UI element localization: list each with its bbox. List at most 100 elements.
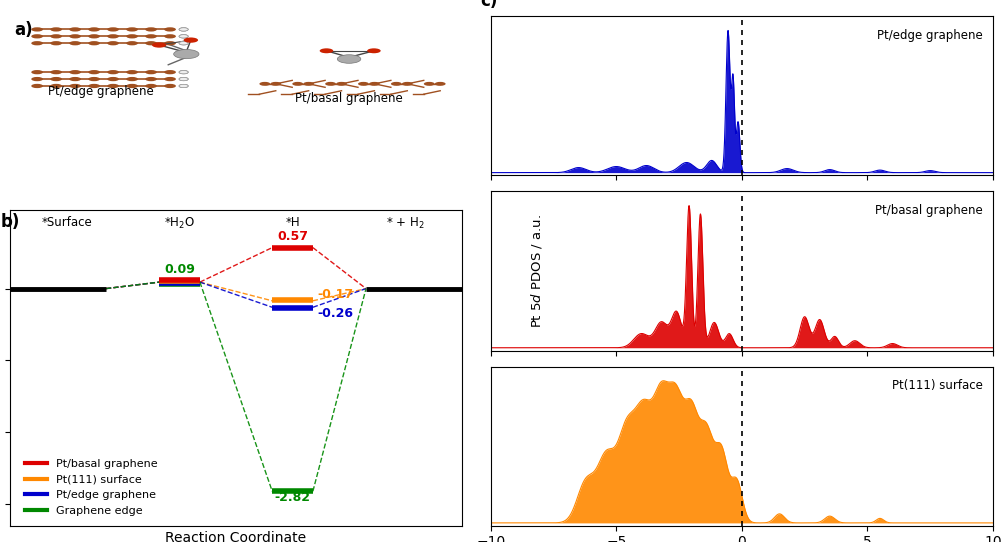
Circle shape: [50, 77, 62, 81]
Circle shape: [179, 85, 188, 88]
Text: -2.82: -2.82: [275, 491, 311, 504]
Circle shape: [107, 84, 119, 88]
Text: Pt(111) surface: Pt(111) surface: [891, 379, 982, 392]
Circle shape: [179, 78, 188, 81]
Text: c): c): [480, 0, 498, 10]
Text: *H$_2$O: *H$_2$O: [164, 216, 194, 231]
Circle shape: [179, 35, 188, 38]
Circle shape: [126, 84, 138, 88]
Circle shape: [179, 42, 188, 45]
Text: -0.26: -0.26: [317, 307, 353, 320]
Circle shape: [31, 70, 43, 74]
Circle shape: [69, 27, 81, 31]
Circle shape: [164, 77, 175, 81]
Text: Pt $5d$ PDOS / a.u.: Pt $5d$ PDOS / a.u.: [529, 214, 543, 328]
Circle shape: [179, 70, 188, 74]
Circle shape: [320, 48, 333, 53]
Circle shape: [434, 82, 445, 86]
Circle shape: [88, 41, 100, 46]
Circle shape: [31, 27, 43, 31]
Circle shape: [179, 35, 188, 38]
Circle shape: [126, 27, 138, 31]
Circle shape: [145, 41, 156, 46]
Circle shape: [179, 28, 188, 31]
Circle shape: [179, 70, 188, 74]
Circle shape: [424, 82, 434, 86]
Circle shape: [369, 82, 380, 86]
Circle shape: [88, 70, 100, 74]
Circle shape: [145, 70, 156, 74]
Circle shape: [69, 70, 81, 74]
Circle shape: [179, 78, 188, 81]
Circle shape: [152, 42, 166, 48]
Circle shape: [164, 41, 175, 46]
Circle shape: [50, 70, 62, 74]
Circle shape: [126, 34, 138, 38]
Circle shape: [179, 85, 188, 88]
Circle shape: [50, 34, 62, 38]
Text: Pt/basal graphene: Pt/basal graphene: [875, 204, 982, 217]
Circle shape: [179, 35, 188, 38]
Text: a): a): [15, 21, 33, 39]
Text: Pt/edge graphene: Pt/edge graphene: [877, 29, 982, 42]
Circle shape: [69, 34, 81, 38]
Circle shape: [31, 34, 43, 38]
Circle shape: [107, 77, 119, 81]
Circle shape: [173, 49, 198, 59]
Text: -0.17: -0.17: [317, 288, 353, 301]
Circle shape: [164, 70, 175, 74]
Circle shape: [107, 27, 119, 31]
Circle shape: [336, 82, 347, 86]
Circle shape: [145, 84, 156, 88]
Circle shape: [145, 34, 156, 38]
Circle shape: [358, 82, 369, 86]
Circle shape: [50, 27, 62, 31]
Circle shape: [31, 84, 43, 88]
Circle shape: [107, 41, 119, 46]
Text: *H: *H: [285, 216, 300, 229]
Circle shape: [391, 82, 402, 86]
Circle shape: [31, 41, 43, 46]
Text: 0.57: 0.57: [277, 230, 308, 243]
Circle shape: [107, 70, 119, 74]
Circle shape: [88, 34, 100, 38]
Circle shape: [69, 84, 81, 88]
X-axis label: Reaction Coordinate: Reaction Coordinate: [165, 531, 307, 542]
Circle shape: [126, 70, 138, 74]
Circle shape: [303, 82, 314, 86]
Circle shape: [164, 27, 175, 31]
Circle shape: [179, 85, 188, 88]
Text: Pt/edge graphene: Pt/edge graphene: [47, 85, 153, 98]
Circle shape: [126, 41, 138, 46]
Circle shape: [164, 84, 175, 88]
Circle shape: [367, 48, 381, 53]
Circle shape: [31, 77, 43, 81]
Circle shape: [88, 27, 100, 31]
Circle shape: [69, 77, 81, 81]
Circle shape: [69, 41, 81, 46]
Circle shape: [402, 82, 413, 86]
Circle shape: [179, 28, 188, 31]
Text: 0.09: 0.09: [164, 263, 194, 276]
Circle shape: [271, 82, 281, 86]
Circle shape: [126, 77, 138, 81]
Circle shape: [164, 34, 175, 38]
Circle shape: [50, 84, 62, 88]
Circle shape: [107, 34, 119, 38]
Text: Pt/basal graphene: Pt/basal graphene: [295, 92, 403, 105]
Circle shape: [325, 82, 336, 86]
Circle shape: [88, 77, 100, 81]
Text: *Surface: *Surface: [41, 216, 92, 229]
Circle shape: [179, 78, 188, 81]
Circle shape: [145, 77, 156, 81]
Circle shape: [260, 82, 270, 86]
Circle shape: [179, 70, 188, 74]
Text: b): b): [1, 212, 20, 231]
Circle shape: [88, 84, 100, 88]
Circle shape: [179, 42, 188, 45]
Circle shape: [145, 27, 156, 31]
Circle shape: [179, 28, 188, 31]
Circle shape: [292, 82, 303, 86]
Legend: Pt/basal graphene, Pt(111) surface, Pt/edge graphene, Graphene edge: Pt/basal graphene, Pt(111) surface, Pt/e…: [20, 455, 161, 520]
Circle shape: [179, 42, 188, 45]
